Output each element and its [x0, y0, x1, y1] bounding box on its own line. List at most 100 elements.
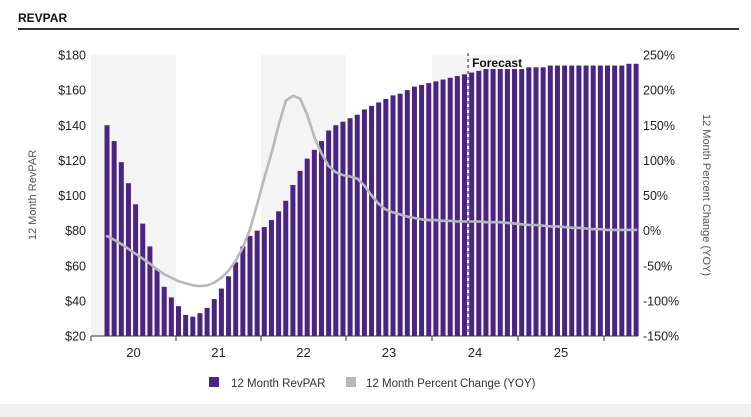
revpar-bar	[326, 130, 332, 336]
revpar-bar	[554, 65, 560, 336]
revpar-bar	[376, 102, 382, 336]
revpar-bar	[361, 109, 367, 336]
revpar-bar	[204, 307, 210, 336]
y-right-tick-label: -150%	[643, 330, 679, 344]
revpar-bar	[340, 121, 346, 337]
revpar-bar	[319, 141, 324, 336]
y-left-tick-label: $180	[58, 49, 86, 63]
revpar-bar	[540, 67, 546, 336]
revpar-bar	[426, 83, 432, 336]
revpar-bar	[118, 162, 124, 336]
x-tick-label: 24	[468, 345, 482, 360]
revpar-bar	[333, 125, 339, 336]
revpar-bar	[533, 67, 539, 336]
revpar-bar	[161, 286, 167, 336]
y-left-axis-title: 12 Month RevPAR	[27, 150, 39, 240]
revpar-bar	[504, 69, 510, 337]
y-left-tick-label: $120	[58, 154, 86, 168]
revpar-bar	[240, 246, 246, 336]
y-left-tick-label: $100	[58, 189, 86, 203]
revpar-bar	[290, 184, 296, 336]
x-tick-label: 23	[382, 345, 396, 360]
footer-bar	[0, 404, 751, 417]
revpar-bar	[633, 63, 639, 336]
revpar-bar	[605, 65, 610, 336]
y-right-tick-label: 250%	[643, 49, 675, 63]
revpar-bar	[369, 105, 375, 337]
revpar-bar	[612, 65, 618, 336]
revpar-bar	[490, 69, 496, 337]
header-divider	[18, 28, 739, 30]
y-left-tick-label: $40	[65, 294, 86, 308]
revpar-bar	[104, 125, 110, 336]
revpar-bar	[168, 297, 174, 336]
revpar-bar	[233, 262, 239, 336]
revpar-bar	[419, 84, 425, 336]
revpar-bar	[547, 65, 553, 336]
revpar-bar	[190, 316, 196, 336]
legend-swatch-yoy	[346, 377, 356, 387]
revpar-bar	[469, 72, 475, 336]
legend-swatch-revpar	[209, 377, 219, 387]
y-right-tick-label: 0%	[643, 224, 661, 238]
revpar-bar	[433, 81, 439, 336]
revpar-bar	[390, 95, 396, 336]
revpar-bar	[283, 200, 289, 336]
yoy-percent-line	[105, 94, 638, 288]
revpar-bar	[140, 223, 146, 336]
revpar-bar	[483, 69, 489, 337]
year-band	[432, 55, 518, 336]
revpar-bar	[297, 170, 303, 336]
revpar-bar	[519, 69, 525, 337]
x-tick-label: 22	[296, 345, 310, 360]
revpar-bar	[276, 211, 282, 336]
revpar-bar	[512, 69, 518, 337]
revpar-bar	[619, 65, 625, 336]
revpar-bar	[526, 67, 532, 336]
revpar-bar	[590, 65, 596, 336]
y-right-tick-label: -100%	[643, 294, 679, 308]
y-left-tick-label: $140	[58, 119, 86, 133]
revpar-bar	[454, 76, 460, 336]
revpar-bar	[597, 65, 603, 336]
y-right-tick-label: 150%	[643, 119, 675, 133]
revpar-bar	[125, 183, 131, 336]
x-tick-label: 20	[126, 345, 140, 360]
y-right-tick-label: 200%	[643, 84, 675, 98]
revpar-bar	[268, 220, 274, 336]
y-right-tick-label: 50%	[643, 189, 668, 203]
revpar-bar	[347, 118, 353, 336]
y-right-tick-label: 100%	[643, 154, 675, 168]
revpar-bar	[311, 149, 317, 336]
legend-label-yoy: 12 Month Percent Change (YOY)	[366, 378, 536, 390]
revpar-bar	[304, 158, 310, 336]
revpar-bar	[440, 79, 446, 336]
revpar-bar	[261, 227, 267, 336]
x-tick-label: 25	[554, 345, 568, 360]
y-left-tick-label: $80	[65, 224, 86, 238]
revpar-bar	[497, 69, 503, 337]
revpar-bar	[383, 98, 389, 336]
revpar-bar	[133, 204, 139, 336]
revpar-bar	[562, 65, 568, 336]
revpar-bar	[404, 90, 410, 337]
revpar-bar	[247, 235, 253, 336]
revpar-bar	[354, 114, 360, 337]
revpar-bar	[476, 70, 482, 336]
revpar-bar	[576, 65, 582, 336]
revpar-bar	[211, 299, 217, 336]
revpar-bar	[197, 313, 203, 336]
y-left-tick-label: $160	[58, 84, 86, 98]
year-band	[261, 55, 346, 336]
revpar-bar	[183, 314, 189, 336]
revpar-bar	[411, 86, 417, 336]
header-title: REVPAR	[18, 11, 68, 25]
y-right-axis-title: 12 Month Percent Change (YOY)	[700, 114, 712, 276]
legend-label-revpar: 12 Month RevPAR	[231, 378, 325, 390]
revpar-bar	[626, 63, 632, 336]
forecast-label: Forecast	[472, 56, 522, 70]
revpar-bar	[569, 65, 575, 336]
y-left-tick-label: $60	[65, 259, 86, 273]
revpar-bar	[254, 230, 260, 337]
y-left-tick-label: $20	[65, 330, 86, 344]
